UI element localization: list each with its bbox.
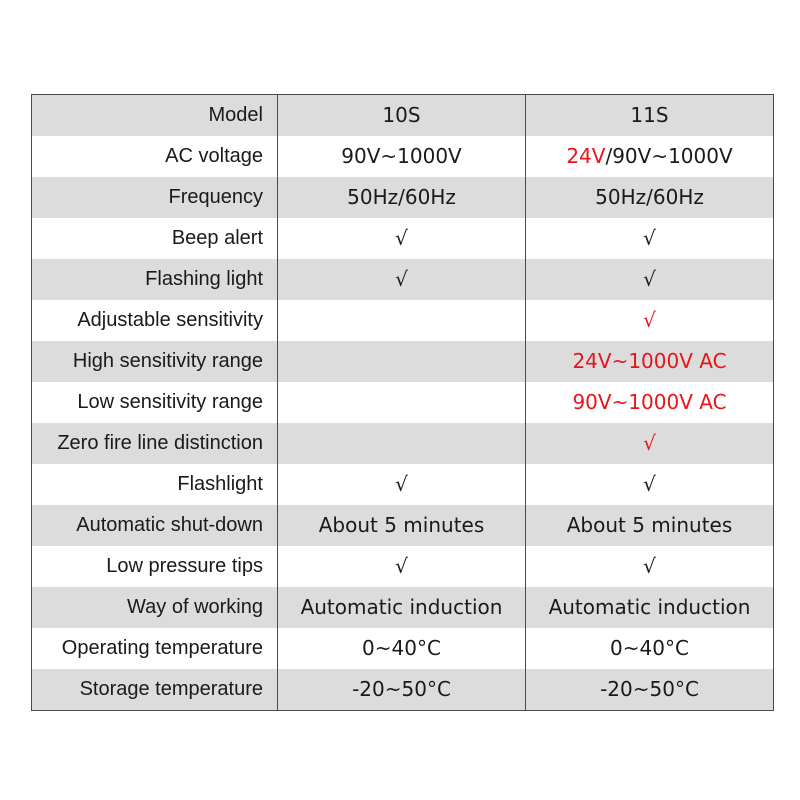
row-label: Model — [31, 94, 278, 136]
row-label: Flashlight — [31, 464, 278, 505]
model-10s-header: 10S — [277, 94, 526, 136]
cell-11s: About 5 minutes — [525, 505, 774, 546]
row-label: Frequency — [31, 177, 278, 218]
row-label: Flashing light — [31, 259, 278, 300]
table-row-adjustable-sensitivity: Adjustable sensitivity √ — [31, 300, 774, 341]
cell-10s — [277, 423, 526, 464]
cell-11s: 24V/90V~1000V — [525, 136, 774, 177]
cell-11s: 50Hz/60Hz — [525, 177, 774, 218]
table-row-flashlight: Flashlight √ √ — [31, 464, 774, 505]
cell-10s: Automatic induction — [277, 587, 526, 628]
check-icon: √ — [525, 218, 774, 259]
row-label: High sensitivity range — [31, 341, 278, 382]
table-row-low-pressure-tips: Low pressure tips √ √ — [31, 546, 774, 587]
check-icon: √ — [277, 546, 526, 587]
row-label: AC voltage — [31, 136, 278, 177]
highlight-value: 24V — [566, 144, 606, 168]
cell-10s: -20~50°C — [277, 669, 526, 711]
table-row-beep-alert: Beep alert √ √ — [31, 218, 774, 259]
table-row-operating-temperature: Operating temperature 0~40°C 0~40°C — [31, 628, 774, 669]
table-row-way-of-working: Way of working Automatic induction Autom… — [31, 587, 774, 628]
table-row-ac-voltage: AC voltage 90V~1000V 24V/90V~1000V — [31, 136, 774, 177]
check-icon: √ — [277, 218, 526, 259]
cell-10s: 90V~1000V — [277, 136, 526, 177]
table-row-model: Model 10S 11S — [31, 94, 774, 136]
table-row-zero-fire-line: Zero fire line distinction √ — [31, 423, 774, 464]
row-label: Storage temperature — [31, 669, 278, 711]
table-row-low-sensitivity-range: Low sensitivity range 90V~1000V AC — [31, 382, 774, 423]
cell-10s: 0~40°C — [277, 628, 526, 669]
row-label: Adjustable sensitivity — [31, 300, 278, 341]
cell-10s: 50Hz/60Hz — [277, 177, 526, 218]
check-icon: √ — [525, 300, 774, 341]
cell-10s: About 5 minutes — [277, 505, 526, 546]
check-icon: √ — [277, 259, 526, 300]
check-icon: √ — [277, 464, 526, 505]
table-row-frequency: Frequency 50Hz/60Hz 50Hz/60Hz — [31, 177, 774, 218]
table-row-high-sensitivity-range: High sensitivity range 24V~1000V AC — [31, 341, 774, 382]
row-label: Zero fire line distinction — [31, 423, 278, 464]
row-label: Operating temperature — [31, 628, 278, 669]
check-icon: √ — [525, 464, 774, 505]
table-row-storage-temperature: Storage temperature -20~50°C -20~50°C — [31, 669, 774, 711]
cell-11s: 90V~1000V AC — [525, 382, 774, 423]
check-icon: √ — [525, 423, 774, 464]
check-icon: √ — [525, 259, 774, 300]
row-label: Low pressure tips — [31, 546, 278, 587]
spec-comparison-table: Model 10S 11S AC voltage 90V~1000V 24V/9… — [31, 94, 774, 711]
model-11s-header: 11S — [525, 94, 774, 136]
row-label: Automatic shut-down — [31, 505, 278, 546]
row-label: Low sensitivity range — [31, 382, 278, 423]
cell-10s — [277, 341, 526, 382]
row-label: Way of working — [31, 587, 278, 628]
cell-11s: 24V~1000V AC — [525, 341, 774, 382]
cell-10s — [277, 300, 526, 341]
cell-11s: -20~50°C — [525, 669, 774, 711]
table-row-flashing-light: Flashing light √ √ — [31, 259, 774, 300]
cell-value-rest: /90V~1000V — [605, 144, 733, 168]
row-label: Beep alert — [31, 218, 278, 259]
table-row-automatic-shutdown: Automatic shut-down About 5 minutes Abou… — [31, 505, 774, 546]
cell-10s — [277, 382, 526, 423]
check-icon: √ — [525, 546, 774, 587]
cell-11s: 0~40°C — [525, 628, 774, 669]
cell-11s: Automatic induction — [525, 587, 774, 628]
